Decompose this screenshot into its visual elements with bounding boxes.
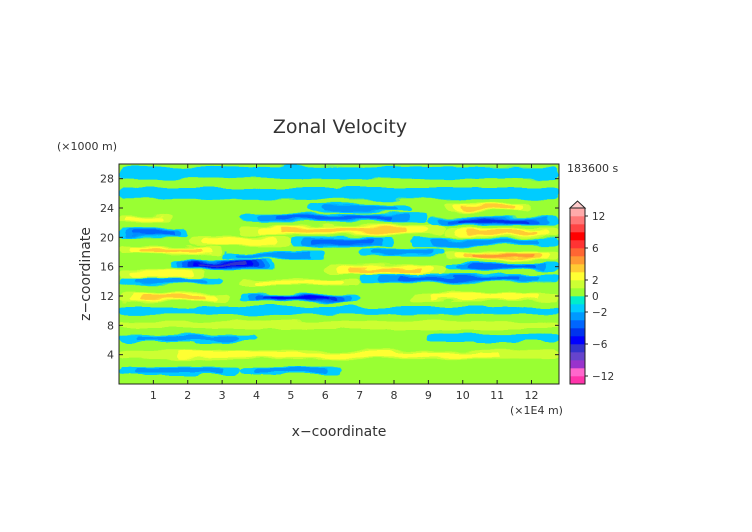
x-tick-label: 7	[356, 389, 363, 402]
velocity-band	[119, 321, 559, 329]
velocity-band	[467, 230, 537, 235]
colorbar-swatch	[570, 224, 585, 233]
colorbar-swatch	[570, 328, 585, 337]
x-tick-label: 11	[490, 389, 504, 402]
velocity-band	[178, 351, 500, 358]
colorbar-swatch	[570, 296, 585, 305]
x-tick-label: 1	[150, 389, 157, 402]
colorbar-swatch	[570, 304, 585, 313]
velocity-band	[428, 334, 559, 342]
velocity-band	[269, 296, 330, 299]
velocity-band	[201, 238, 277, 244]
velocity-band	[398, 276, 521, 281]
chart-title: Zonal Velocity	[273, 116, 407, 138]
colorbar-tick-label: 6	[592, 243, 599, 255]
x-tick-label: 10	[456, 389, 470, 402]
velocity-band	[137, 335, 238, 341]
colorbar-swatch	[570, 344, 585, 353]
colorbar-tick-label: 12	[592, 211, 605, 223]
velocity-band	[467, 265, 537, 269]
velocity-band	[276, 215, 392, 220]
colorbar-top-arrow	[568, 200, 587, 209]
velocity-band	[431, 294, 540, 299]
x-unit-label: (×1E4 m)	[510, 404, 563, 417]
x-tick-label: 12	[525, 389, 539, 402]
x-tick-label: 6	[322, 389, 329, 402]
velocity-band	[132, 278, 209, 283]
time-label: 183600 s	[567, 162, 618, 175]
velocity-band	[253, 368, 329, 374]
colorbar-tick-label: −12	[592, 371, 614, 383]
colorbar-swatch	[570, 288, 585, 297]
x-axis-label: x−coordinate	[292, 424, 387, 440]
colorbar-swatch	[570, 216, 585, 225]
y-tick-label: 12	[100, 290, 114, 303]
velocity-band	[471, 254, 534, 258]
velocity-band	[119, 307, 559, 315]
velocity-band	[197, 263, 247, 266]
y-axis-label: z−coordinate	[78, 227, 94, 321]
velocity-band	[321, 205, 398, 211]
velocity-band	[371, 249, 434, 255]
colorbar-tick-label: 2	[592, 275, 599, 287]
velocity-band	[462, 206, 515, 210]
colorbar-swatch	[570, 272, 585, 281]
velocity-band	[255, 280, 344, 286]
x-tick-label: 4	[253, 389, 260, 402]
colorbar-swatch	[570, 320, 585, 329]
x-tick-label: 8	[391, 389, 398, 402]
velocity-band	[132, 230, 175, 235]
x-tick-label: 3	[219, 389, 226, 402]
y-tick-label: 8	[107, 319, 114, 332]
x-tick-label: 9	[425, 389, 432, 402]
velocity-band	[431, 240, 540, 245]
colorbar-tick-label: 0	[592, 291, 599, 303]
colorbar-swatch	[570, 280, 585, 289]
colorbar-swatch	[570, 240, 585, 249]
colorbar-swatch	[570, 336, 585, 345]
plot-frame	[118, 163, 560, 385]
colorbar-tick-label: −6	[592, 339, 608, 351]
y-tick-label: 28	[100, 173, 114, 186]
velocity-band	[279, 227, 406, 233]
colorbar-swatch	[570, 232, 585, 241]
colorbar-swatch	[570, 208, 585, 217]
velocity-band	[119, 187, 559, 200]
velocity-band	[310, 239, 374, 244]
velocity-band	[348, 267, 423, 272]
y-tick-label: 24	[100, 202, 114, 215]
x-tick-label: 2	[184, 389, 191, 402]
velocity-band	[458, 219, 530, 223]
velocity-band	[125, 216, 164, 222]
x-tick-label: 5	[287, 389, 294, 402]
y-tick-label: 4	[107, 349, 114, 362]
colorbar: 12 6 2 0 −2 −6 −12	[568, 200, 614, 385]
colorbar-swatch	[570, 360, 585, 369]
y-tick-label: 16	[100, 261, 114, 274]
velocity-band	[135, 368, 224, 374]
colorbar-swatch	[570, 376, 585, 385]
y-unit-label: (×1000 m)	[57, 140, 117, 153]
colorbar-swatch	[570, 264, 585, 273]
velocity-band	[130, 271, 194, 277]
colorbar-swatch	[570, 256, 585, 265]
velocity-band	[140, 295, 208, 300]
plot-area	[119, 164, 559, 384]
colorbar-swatch	[570, 352, 585, 361]
colorbar-swatch	[570, 248, 585, 257]
velocity-band	[139, 248, 203, 253]
colorbar-swatch	[570, 368, 585, 377]
colorbar-swatch	[570, 312, 585, 321]
velocity-band	[236, 253, 312, 258]
y-tick-label: 20	[100, 231, 114, 244]
colorbar-tick-label: −2	[592, 307, 607, 319]
velocity-band	[119, 166, 559, 179]
